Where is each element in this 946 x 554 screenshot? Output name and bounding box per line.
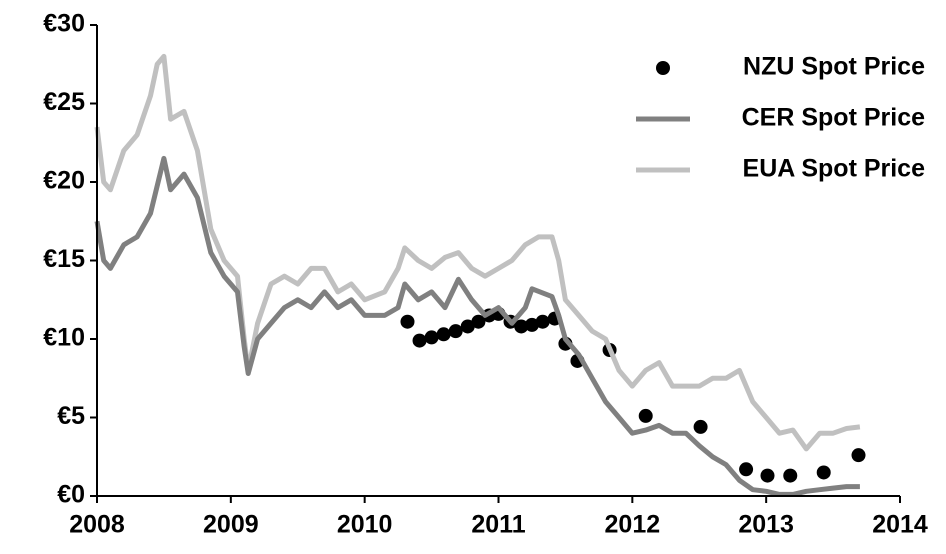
x-tick-label: 2012 [605,511,661,539]
x-tick-label: 2011 [471,511,525,539]
legend-marker [656,61,670,75]
x-tick-label: 2010 [337,511,393,539]
series-line [94,53,861,452]
data-point [412,333,427,348]
data-point [638,408,653,423]
y-tick-label: €0 [57,481,85,509]
x-tick-label: 2008 [69,511,125,539]
data-point [693,419,708,434]
data-point [760,468,775,483]
data-point [851,448,866,463]
y-tick-label: €30 [43,10,85,38]
y-tick-label: €25 [43,88,85,116]
y-tick-label: €20 [43,167,85,195]
x-tick-label: 2009 [203,511,259,539]
data-point [524,317,539,332]
data-point [816,465,831,480]
series-line [94,155,860,497]
data-point [535,314,550,329]
y-tick-label: €15 [43,245,85,273]
x-tick-label: 2014 [872,511,928,539]
data-point [739,462,754,477]
data-point [436,327,451,342]
y-tick-label: €5 [57,402,85,430]
x-tick-label: 2013 [738,511,794,539]
data-point [400,314,415,329]
legend-label: CER Spot Price [742,104,925,132]
y-tick-label: €10 [43,324,85,352]
legend-label: NZU Spot Price [743,53,925,81]
data-point [514,319,529,334]
data-point [448,324,463,339]
data-point [783,468,798,483]
data-point [424,330,439,345]
data-point [460,319,475,334]
legend-label: EUA Spot Price [743,155,926,183]
data-point [471,314,486,329]
